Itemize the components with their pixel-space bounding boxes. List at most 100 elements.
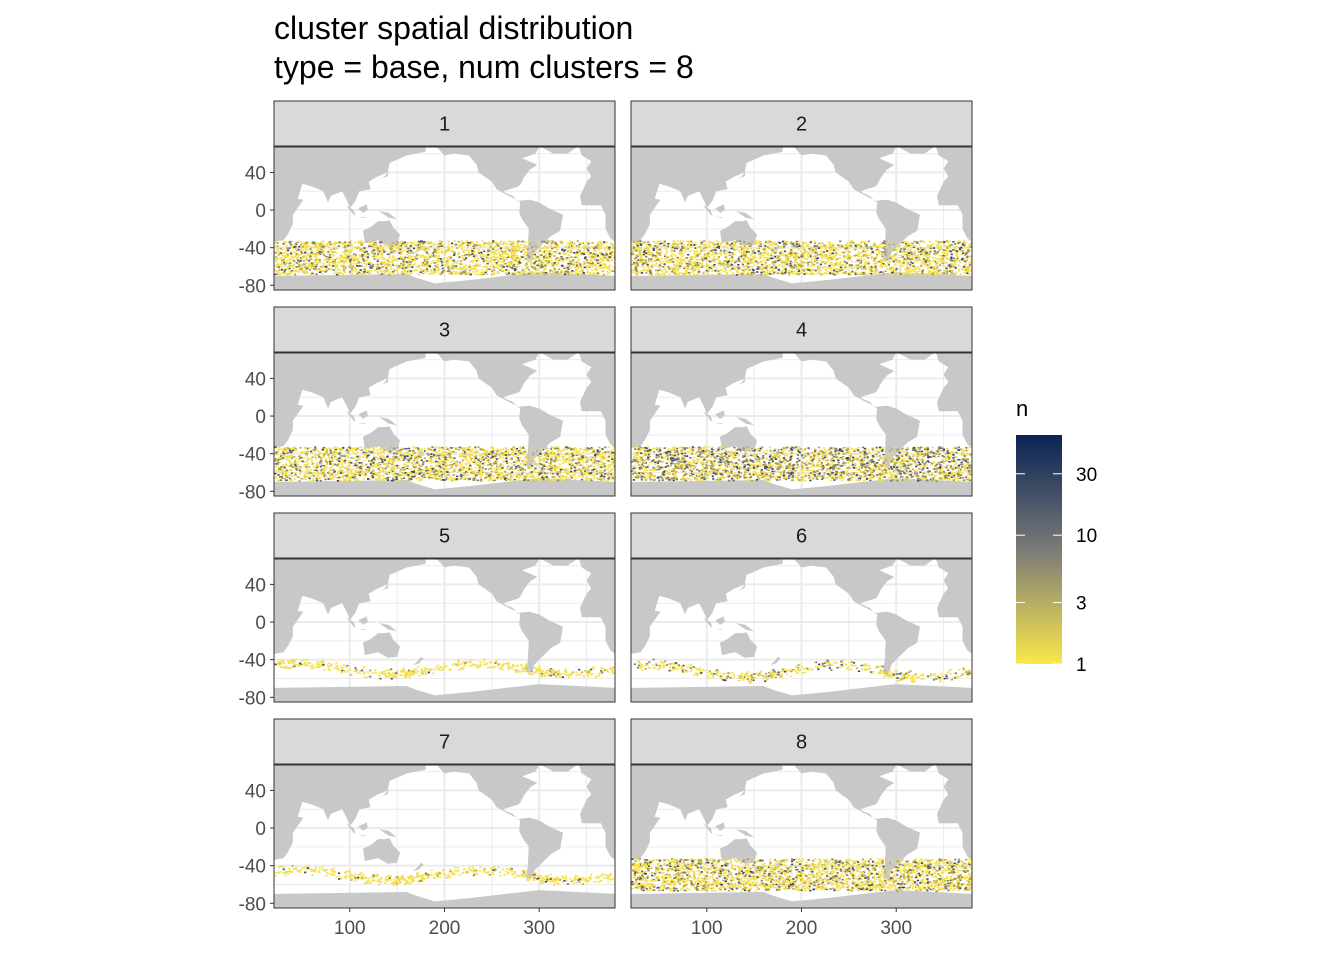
data-cell <box>515 247 518 249</box>
data-cell <box>665 260 668 262</box>
data-cell <box>928 259 931 261</box>
data-cell <box>835 259 838 262</box>
data-cell <box>750 257 753 260</box>
data-cell <box>679 249 682 252</box>
data-cell <box>342 257 346 260</box>
data-cell <box>577 267 580 270</box>
data-cell <box>299 250 302 253</box>
data-cell <box>371 241 374 244</box>
data-cell <box>774 252 777 254</box>
data-cell <box>500 267 504 270</box>
data-cell <box>519 271 522 274</box>
data-cell <box>839 264 842 266</box>
data-cell <box>334 271 337 273</box>
data-cell <box>408 273 411 276</box>
data-cell <box>566 247 570 250</box>
data-cell <box>279 273 282 275</box>
data-cell <box>599 251 603 254</box>
data-cell <box>408 266 411 268</box>
data-cell <box>387 261 390 264</box>
data-cell <box>727 244 730 246</box>
data-cell <box>744 253 747 256</box>
data-cell <box>782 269 785 272</box>
data-cell <box>321 246 324 248</box>
data-cell <box>575 263 578 266</box>
data-cell <box>726 261 729 263</box>
data-cell <box>422 249 425 251</box>
data-cell <box>540 247 543 249</box>
data-cell <box>813 245 816 248</box>
data-cell <box>495 263 498 266</box>
data-cell <box>587 249 590 252</box>
data-cell <box>911 266 914 268</box>
data-cell <box>791 262 794 264</box>
data-cell <box>336 258 339 261</box>
data-cell <box>404 244 407 247</box>
data-cell <box>774 261 777 264</box>
data-cell <box>668 261 671 263</box>
data-cell <box>296 249 299 252</box>
data-cell <box>713 264 716 266</box>
data-cell <box>412 247 416 250</box>
data-cell <box>318 259 321 261</box>
data-cell <box>902 251 905 253</box>
data-cell <box>899 250 902 253</box>
data-cell <box>452 260 455 263</box>
data-cell <box>677 264 680 267</box>
data-cell <box>560 269 563 272</box>
data-cell <box>747 268 750 270</box>
data-cell <box>515 243 519 245</box>
data-cell <box>741 261 744 263</box>
data-cell <box>644 259 647 261</box>
data-cell <box>345 260 348 263</box>
data-cell <box>925 260 928 263</box>
data-cell <box>453 253 456 255</box>
data-cell <box>757 267 760 270</box>
data-cell <box>313 242 316 245</box>
data-cell <box>870 255 873 258</box>
data-cell <box>903 263 906 265</box>
data-cell <box>447 240 450 243</box>
data-cell <box>863 265 866 267</box>
data-cell <box>303 263 306 266</box>
data-cell <box>948 265 951 268</box>
data-cell <box>402 259 405 261</box>
data-cell <box>599 242 602 244</box>
data-cell <box>642 262 645 264</box>
data-cell <box>429 263 432 266</box>
data-cell <box>683 258 686 261</box>
data-cell <box>461 248 464 250</box>
data-cell <box>542 258 546 260</box>
data-cell <box>872 259 876 262</box>
data-cell <box>283 269 286 272</box>
data-cell <box>882 263 885 265</box>
data-cell <box>388 255 391 258</box>
data-cell <box>815 259 818 261</box>
data-cell <box>550 245 553 248</box>
data-cell <box>434 251 437 253</box>
data-cell <box>796 272 799 275</box>
data-cell <box>912 246 915 248</box>
data-cell <box>514 259 518 261</box>
data-cell <box>815 250 818 253</box>
data-cell <box>779 246 782 249</box>
data-cell <box>878 243 881 246</box>
data-cell <box>318 245 321 248</box>
data-cell <box>563 258 566 261</box>
data-cell <box>326 252 329 254</box>
data-cell <box>609 252 612 255</box>
data-cell <box>420 240 423 243</box>
data-cell <box>435 248 438 251</box>
data-cell <box>660 258 663 260</box>
data-cell <box>793 253 796 255</box>
data-cell <box>938 254 941 257</box>
data-cell <box>487 260 490 263</box>
data-cell <box>453 254 456 256</box>
data-cell <box>591 242 594 244</box>
data-cell <box>557 244 560 246</box>
data-cell <box>969 268 972 271</box>
data-cell <box>491 264 494 266</box>
data-cell <box>320 248 323 251</box>
data-cell <box>284 263 287 265</box>
data-cell <box>664 255 667 258</box>
